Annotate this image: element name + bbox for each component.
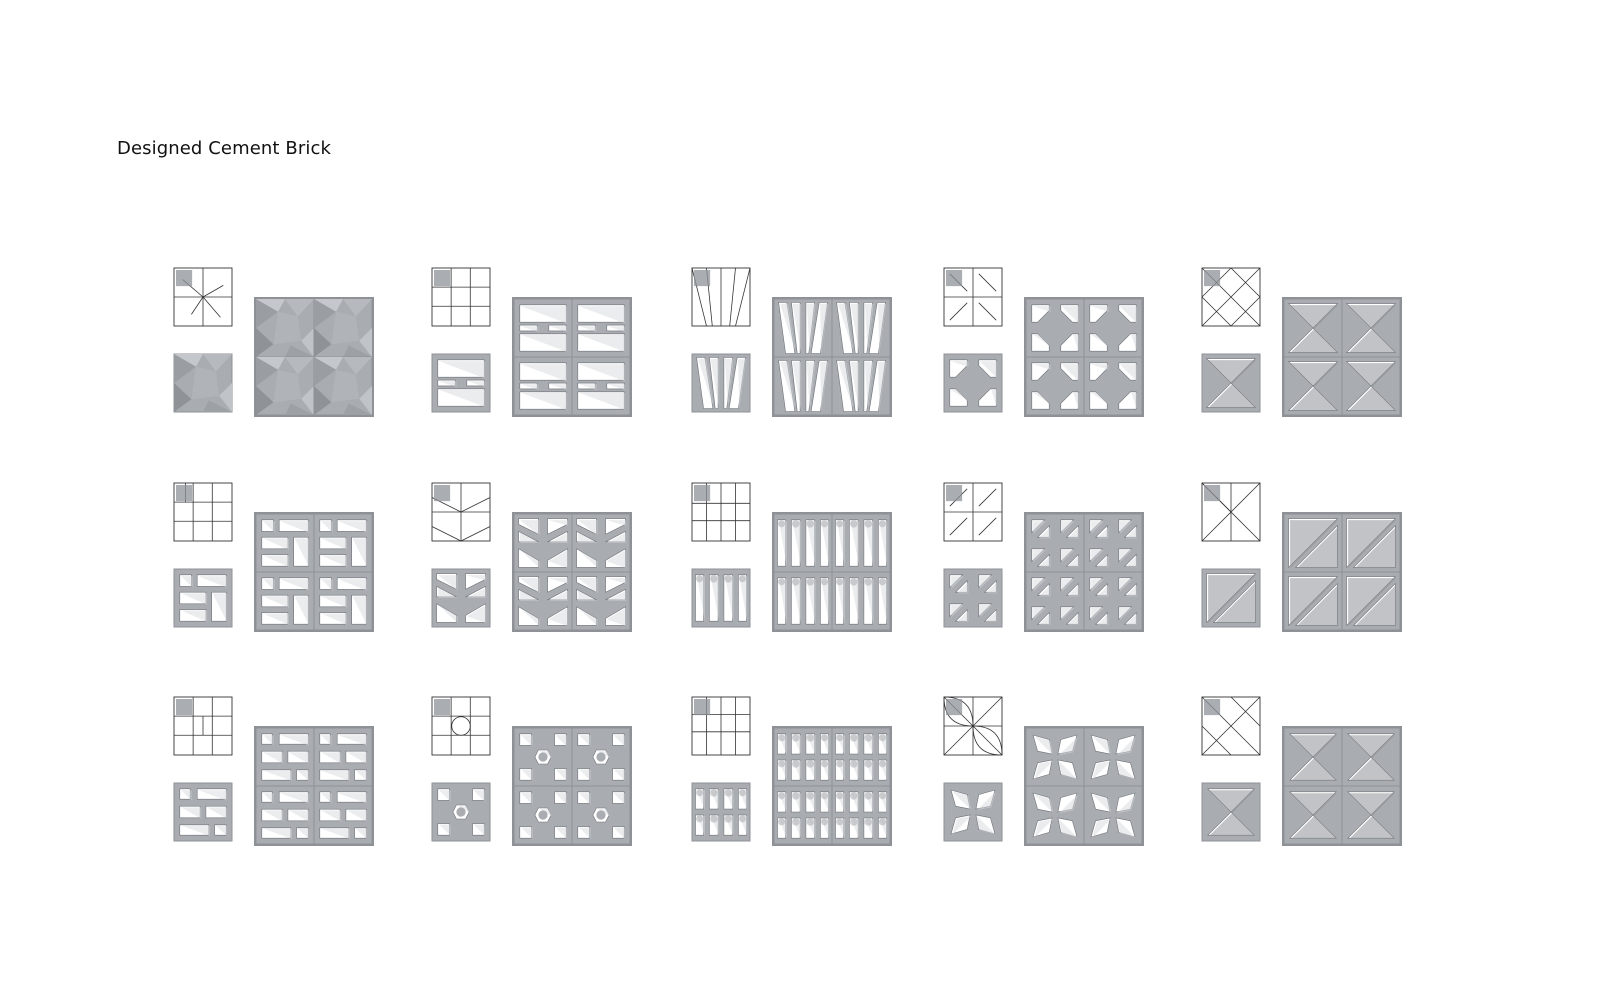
brick-set-faceted	[173, 267, 374, 417]
brick-line-drawing	[691, 696, 751, 756]
brick-single-render	[943, 568, 1003, 628]
brick-set-vertical-slats	[691, 267, 892, 417]
brick-array-render	[1024, 726, 1144, 846]
brick-single-render	[691, 353, 751, 413]
brick-array-render	[1024, 512, 1144, 632]
brick-single-render	[691, 782, 751, 842]
brick-single-render	[173, 782, 233, 842]
brick-single-render	[691, 568, 751, 628]
brick-line-drawing	[943, 696, 1003, 756]
brick-single-render	[1201, 568, 1261, 628]
page-title: Designed Cement Brick	[117, 138, 331, 159]
brick-array-render	[512, 512, 632, 632]
brick-single-render	[431, 353, 491, 413]
brick-line-drawing	[173, 696, 233, 756]
brick-set-triangle-quadrants	[1201, 482, 1402, 632]
brick-single-render	[1201, 353, 1261, 413]
brick-set-zigzag-cells	[943, 267, 1144, 417]
brick-single-render	[431, 568, 491, 628]
brick-single-render	[173, 568, 233, 628]
brick-array-render	[512, 726, 632, 846]
brick-set-diamond-pyramid	[1201, 267, 1402, 417]
brick-set-offset-grid	[173, 482, 374, 632]
brick-set-diagonal-cells	[943, 482, 1144, 632]
brick-set-arches	[691, 482, 892, 632]
brick-line-drawing	[691, 267, 751, 327]
brick-set-window-grid	[431, 267, 632, 417]
brick-line-drawing	[691, 482, 751, 542]
brick-single-render	[943, 782, 1003, 842]
brick-line-drawing	[943, 267, 1003, 327]
brick-set-chevron	[431, 482, 632, 632]
brick-line-drawing	[173, 482, 233, 542]
brick-line-drawing	[431, 267, 491, 327]
brick-line-drawing	[1201, 482, 1261, 542]
brick-array-render	[1282, 297, 1402, 417]
brick-line-drawing	[943, 482, 1003, 542]
brick-line-drawing	[1201, 267, 1261, 327]
brick-single-render	[431, 782, 491, 842]
brick-line-drawing	[431, 696, 491, 756]
brick-single-render	[173, 353, 233, 413]
brick-single-render	[943, 353, 1003, 413]
brick-array-render	[254, 726, 374, 846]
brick-set-arches-double	[691, 696, 892, 846]
brick-array-render	[1282, 512, 1402, 632]
brick-array-render	[1282, 726, 1402, 846]
brick-array-render	[254, 297, 374, 417]
brick-line-drawing	[1201, 696, 1261, 756]
brick-array-render	[254, 512, 374, 632]
brick-array-render	[772, 297, 892, 417]
brick-set-triangle-diagonal	[1201, 696, 1402, 846]
brick-set-petal	[943, 696, 1144, 846]
brick-single-render	[1201, 782, 1261, 842]
brick-line-drawing	[173, 267, 233, 327]
brick-line-drawing	[431, 482, 491, 542]
brick-array-render	[772, 512, 892, 632]
brick-array-render	[772, 726, 892, 846]
brick-array-render	[512, 297, 632, 417]
brick-array-render	[1024, 297, 1144, 417]
brick-set-small-windows	[173, 696, 374, 846]
brick-set-circle-cutout	[431, 696, 632, 846]
